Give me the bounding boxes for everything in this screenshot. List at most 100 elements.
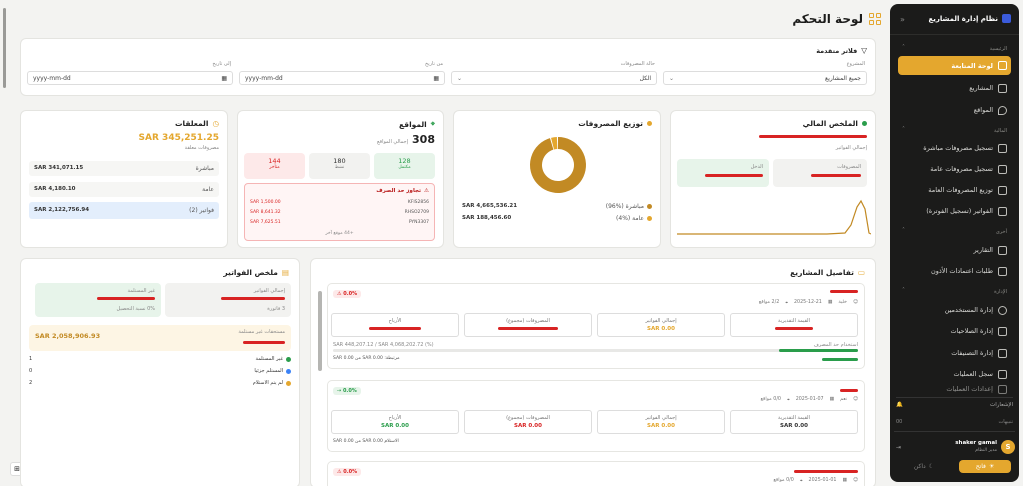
filters-card: ▽ فلاتر متقدمة المشروع جميع المشاريع ⌄ ح…	[20, 38, 876, 96]
sidebar-item-label: تسجيل مصروفات عامة	[930, 165, 993, 173]
sidebar-item-sites[interactable]: المواقع	[898, 102, 1011, 118]
sidebar-item-invoices[interactable]: الفواتير (تسجيل الفوترة)	[898, 203, 1011, 219]
redacted-project-name	[794, 470, 858, 473]
dashboard-grid-icon	[869, 13, 881, 25]
calendar-icon[interactable]: ▦	[433, 74, 439, 82]
sidebar-item-audit-log[interactable]: سجل العمليات	[898, 366, 1011, 382]
outstanding-label: مستحقات غير مستلمة	[238, 329, 285, 335]
sidebar-item-label: إدارة المستخدمين	[944, 306, 993, 314]
box-label: الأرباح	[388, 415, 402, 421]
page-title-text: لوحة التحكم	[792, 12, 863, 26]
chevron-up-icon[interactable]: ˄	[902, 227, 905, 234]
pie-slice-مباشرة[interactable]	[530, 137, 586, 193]
invoice-legend-row: غير المستلمة 1	[29, 356, 291, 362]
project-date: 2025-01-07	[795, 397, 824, 402]
section-admin: الإدارة	[994, 289, 1007, 295]
expense-status-select[interactable]: الكل ⌄	[451, 71, 657, 85]
bell-icon: 🔔	[896, 401, 903, 408]
alert-title: ⚠ تجاوز حد الصرف	[376, 188, 429, 194]
redacted-expenses	[811, 174, 861, 177]
pending-row-invoices[interactable]: فواتير (2) SAR 2,122,756.94	[29, 202, 219, 219]
chevron-up-icon[interactable]: ˄	[902, 126, 905, 133]
sites-stat-late: 144 متأخر	[244, 153, 305, 179]
sidebar-item-label: التقارير	[973, 246, 993, 254]
pending-row-general[interactable]: عامة SAR 4,180.10	[29, 182, 219, 197]
invoices-collected-tile: غير المستلمة 0% نسبة التحصيل	[35, 283, 161, 317]
calendar-icon: ▦	[827, 300, 833, 305]
stat-label: مكتمل	[398, 165, 411, 170]
project-select[interactable]: جميع المشاريع ⌄	[663, 71, 867, 85]
sidebar-item-users[interactable]: إدارة المستخدمين	[898, 302, 1011, 318]
redacted-project-name	[840, 389, 858, 392]
alert-row[interactable]: KFIS2856 SAR 1,500.00	[250, 200, 429, 205]
invoices-title: ▤ ملخص الفواتير	[223, 268, 289, 277]
notifications-bar[interactable]: الإشعارات 🔔	[896, 397, 1013, 411]
pending-row-label: عامة	[202, 186, 214, 193]
pending-row-direct[interactable]: مباشرة SAR 341,071.15	[29, 161, 219, 176]
financial-summary-card: الملخص المالي إجمالي الفواتير المصروفات …	[670, 110, 876, 248]
pending-row-label: مباشرة	[195, 165, 214, 172]
theme-dark-button[interactable]: ☾ داكن	[898, 460, 950, 473]
project-box-profit: الأرباح SAR 0.00	[331, 410, 459, 434]
project-client: خلية	[838, 300, 847, 305]
alert-row[interactable]: RHSO2709 SAR 8,641.32	[250, 210, 429, 215]
map-pin-icon	[998, 105, 1007, 115]
redacted-outstanding	[243, 341, 285, 344]
sidebar-item-distribute-expenses[interactable]: توزيع المصروفات العامة	[898, 182, 1011, 198]
sun-icon: ☀	[988, 463, 995, 470]
sidebar-item-direct-expenses[interactable]: تسجيل مصروفات مباشرة	[898, 140, 1011, 156]
alert-amount: SAR 8,641.32	[250, 210, 281, 215]
box-label: إجمالي الفواتير	[645, 318, 677, 324]
sidebar-item-categories[interactable]: إدارة التصنيفات	[898, 345, 1011, 361]
box-value: SAR 0.00	[381, 423, 409, 429]
avatar[interactable]: S	[1001, 440, 1015, 454]
legend-value: 0	[29, 368, 33, 374]
tag-icon	[998, 348, 1007, 358]
sidebar-item-operations-settings[interactable]: إعدادات العمليات	[898, 384, 1011, 394]
project-meta: ☺ ▦ 2025-01-01 ⌖ 0/0 مواقع	[773, 478, 858, 484]
sidebar-item-label: لوحة المتابعة	[951, 61, 993, 70]
pending-row-value: SAR 341,071.15	[34, 165, 84, 171]
project-box-profit: الأرباح	[331, 313, 459, 337]
income-label: الدخل	[750, 164, 763, 170]
page-scrollbar[interactable]	[3, 8, 6, 88]
sidebar-item-approvals[interactable]: طلبات اعتمادات الأذون	[898, 263, 1011, 279]
user-icon: ☺	[852, 397, 858, 402]
project-item[interactable]: 0.0% ⇢ ☺ نعم ▦ 2025-01-07 ⌖ 0/0 مواقع القيم…	[327, 380, 865, 452]
redacted-income	[705, 174, 763, 177]
sidebar: « نظام إدارة المشاريع الرئيسية ˄ لوحة ال…	[890, 4, 1019, 482]
legend-direct-value: SAR 4,665,536.21	[462, 203, 518, 209]
sidebar-item-label: إدارة التصنيفات	[951, 349, 993, 357]
legend-swatch	[647, 204, 652, 209]
legend-direct: مباشرة (%96) SAR 4,665,536.21	[462, 203, 652, 210]
chevron-up-icon[interactable]: ˄	[902, 287, 905, 294]
distribution-title: توزيع المصروفات	[578, 119, 652, 128]
alert-more-link[interactable]: +44 موقع آخر	[325, 231, 354, 236]
collapse-icon[interactable]: «	[900, 15, 905, 24]
calendar-icon[interactable]: ▦	[221, 74, 227, 82]
sidebar-item-reports[interactable]: التقارير	[898, 242, 1011, 258]
redacted-total	[759, 135, 867, 138]
sidebar-item-dashboard[interactable]: لوحة المتابعة	[898, 56, 1011, 75]
sidebar-item-permissions[interactable]: إدارة الصلاحيات	[898, 323, 1011, 339]
project-progress-badge: 0.0% ⇢	[333, 387, 361, 395]
theme-light-button[interactable]: ☀ فاتح	[959, 460, 1011, 473]
pie-slice-عامة[interactable]	[551, 137, 558, 150]
mini-label: تنبيهات	[998, 419, 1013, 425]
redacted-collected	[97, 297, 155, 300]
sidebar-item-projects[interactable]: المشاريع	[898, 80, 1011, 96]
chevron-up-icon[interactable]: ˄	[902, 44, 905, 51]
projects-card: ▭ تفاصيل المشاريع 0.0% ⚠ ☺ خلية ▦ 2025-12-…	[310, 258, 876, 486]
projects-scrollbar[interactable]	[318, 291, 322, 371]
stat-label: نشط	[334, 165, 345, 170]
expense-donut-chart	[530, 137, 586, 193]
project-item[interactable]: 0.0% ⚠ ☺ ▦ 2025-01-01 ⌖ 0/0 مواقع	[327, 461, 865, 486]
project-item[interactable]: 0.0% ⚠ ☺ خلية ▦ 2025-12-21 ⌖ 2/2 مواقع القي…	[327, 283, 865, 369]
sidebar-item-general-expenses[interactable]: تسجيل مصروفات عامة	[898, 161, 1011, 177]
alert-row[interactable]: PYN3307 SAR 7,625.51	[250, 220, 429, 225]
box-value: SAR 0.00	[647, 326, 675, 332]
to-date-input[interactable]: yyyy-mm-dd ▦	[27, 71, 233, 85]
logout-icon[interactable]: ⇥	[896, 444, 902, 451]
from-date-input[interactable]: yyyy-mm-dd ▦	[239, 71, 445, 85]
invoice-icon	[998, 206, 1007, 216]
